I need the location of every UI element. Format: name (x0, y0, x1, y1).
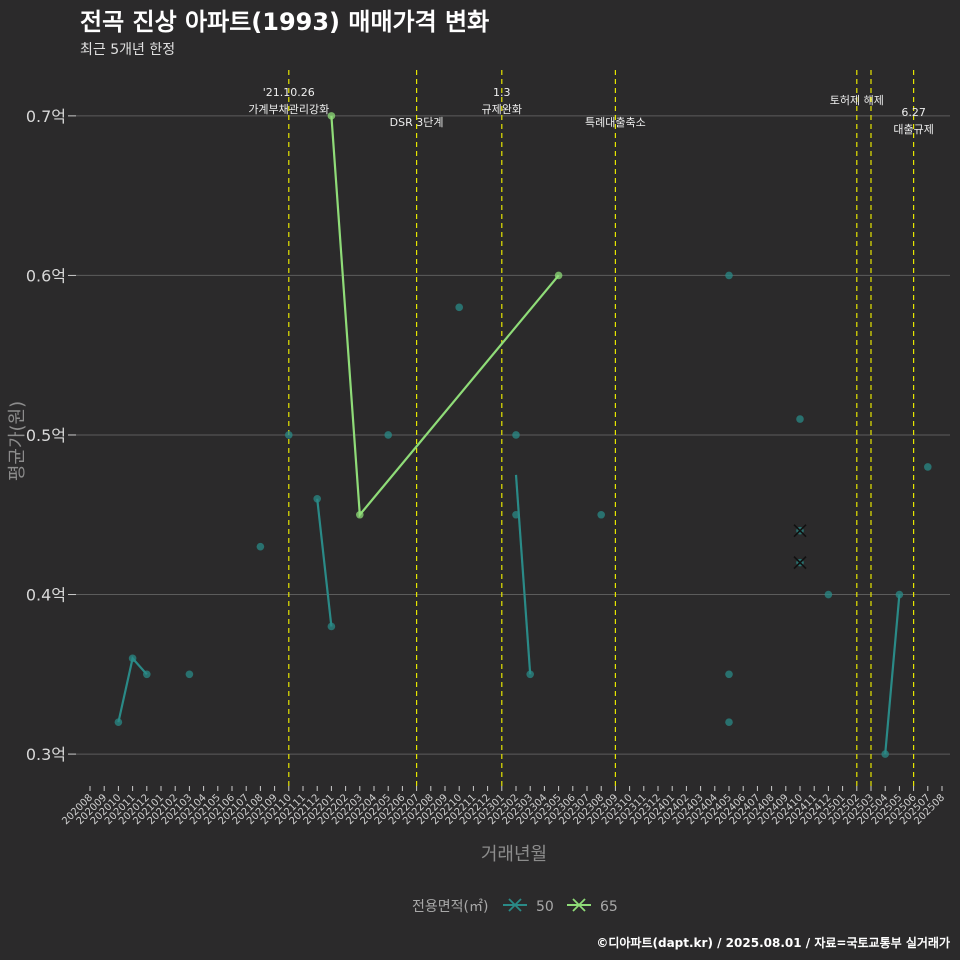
data-point-50 (455, 303, 464, 312)
y-tick-label: 0.7억 (26, 107, 66, 126)
y-tick-label: 0.4억 (26, 586, 66, 605)
legend: 전용면적(㎡) 50 65 (412, 898, 618, 915)
event-label: 규제완화 (482, 103, 522, 116)
event-label: 6.27 (901, 106, 926, 119)
data-point-50 (285, 431, 293, 439)
data-point-50 (114, 718, 123, 726)
data-point-50 (725, 670, 733, 679)
series-line-50 (117, 656, 148, 723)
series-line-50 (316, 498, 333, 627)
y-tick-label: 0.3억 (26, 745, 66, 764)
data-point-50 (796, 415, 804, 423)
data-point-50 (895, 590, 904, 599)
chart-title: 전곡 진상 아파트(1993) 매매가격 변화 (80, 8, 489, 36)
data-point-50 (327, 622, 336, 631)
data-point-50 (256, 542, 265, 551)
data-point-65 (554, 271, 563, 280)
chart-caption: ©디아파트(dapt.kr) / 2025.08.01 / 자료=국토교통부 실… (596, 935, 950, 950)
legend-marker-50 (508, 898, 522, 912)
y-axis-ticks: 0.3억 0.4억 0.5억 0.6억 0.7억 (26, 107, 76, 764)
chart-subtitle: 최근 5개년 한정 (80, 42, 175, 58)
data-point-50 (526, 670, 534, 679)
data-point-50 (384, 431, 393, 439)
event-label: 대출규제 (893, 123, 933, 136)
series-line-65 (330, 115, 560, 518)
event-label: DSR 3단계 (390, 116, 444, 129)
series-line-50 (514, 474, 532, 675)
event-label: 가계부채관리강화 (248, 103, 329, 116)
event-label: '21.10.26 (263, 86, 315, 99)
data-point-50 (143, 670, 151, 679)
legend-marker-65 (572, 898, 586, 912)
data-point-50 (881, 750, 889, 758)
series-line-50 (884, 594, 901, 755)
data-point-50 (128, 654, 137, 663)
x-axis-ticks: 2020082020092020102020112020122021012021… (60, 786, 947, 827)
overlap-cross-marker (793, 524, 807, 538)
data-point-50 (512, 510, 520, 519)
legend-label-65: 65 (600, 899, 618, 915)
data-point-50 (725, 271, 733, 280)
y-axis-label: 평균가(원) (7, 401, 28, 481)
event-label: 특례대출축소 (585, 116, 646, 129)
data-point-50 (824, 590, 833, 599)
data-point-50 (512, 431, 520, 439)
data-point-50 (185, 670, 194, 679)
data-point-50 (924, 463, 932, 471)
data-point-50 (725, 718, 733, 726)
legend-title: 전용면적(㎡) (412, 899, 488, 915)
data-point-65 (327, 112, 336, 120)
series-layer (114, 112, 932, 758)
data-point-65 (356, 510, 364, 519)
data-point-50 (313, 495, 322, 503)
data-point-50 (597, 510, 605, 519)
event-label: 토허제 해제 (830, 93, 884, 107)
y-tick-label: 0.6억 (26, 266, 66, 285)
y-tick-label: 0.5억 (26, 426, 66, 445)
overlap-cross-marker (793, 556, 807, 570)
x-axis-label: 거래년월 (481, 844, 547, 865)
event-label: 1.3 (493, 86, 511, 99)
legend-label-50: 50 (536, 899, 554, 915)
